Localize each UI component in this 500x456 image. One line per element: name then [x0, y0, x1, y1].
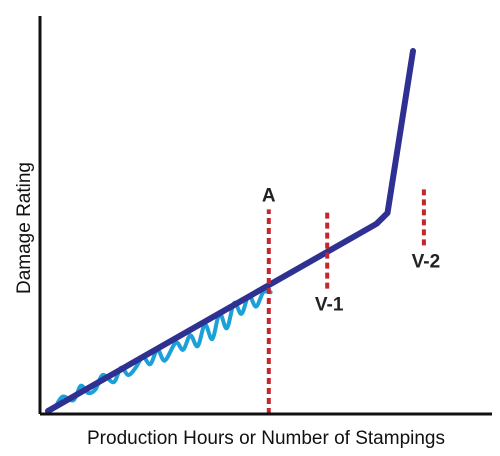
chart-lines	[45, 48, 416, 414]
marker-label-v-2: V-2	[412, 251, 441, 272]
y-axis-label: Damage Rating	[14, 162, 35, 294]
marker-label-v-1: V-1	[315, 295, 344, 316]
damage-trend-line	[45, 48, 416, 414]
marker-label-a: A	[262, 185, 276, 206]
x-axis-label: Production Hours or Number of Stampings	[87, 428, 445, 449]
chart-markers: A V-1 V-2	[262, 185, 440, 414]
